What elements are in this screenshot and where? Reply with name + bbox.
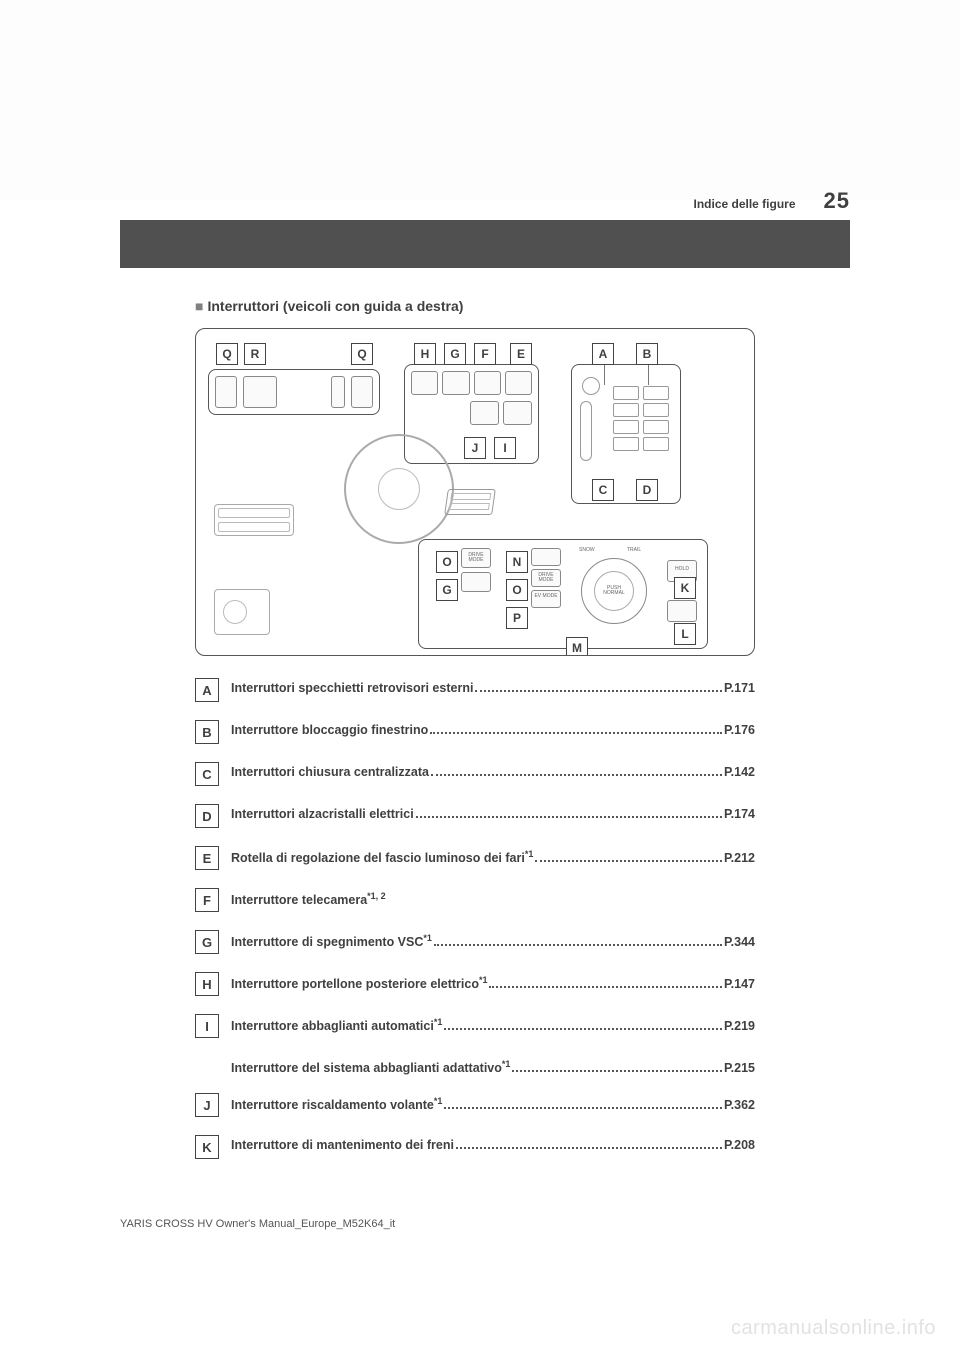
legend-letter: K [195, 1135, 219, 1159]
legend-letter: I [195, 1014, 219, 1038]
legend-page: P.219 [724, 1019, 755, 1033]
legend-line: Interruttore portellone posteriore elett… [231, 972, 755, 991]
legend-letter: H [195, 972, 219, 996]
legend-page: P.208 [724, 1138, 755, 1152]
switches-diagram: DRIVE MODE DRIVE MODE EV MODE PUSH NORMA… [195, 328, 755, 656]
diagram-label-M: M [566, 637, 588, 656]
legend-label: Interruttore di spegnimento VSC*1 [231, 933, 432, 949]
legend-label: Interruttore abbaglianti automatici*1 [231, 1017, 442, 1033]
diagram-label-I: I [494, 437, 516, 459]
legend-letter: B [195, 720, 219, 744]
diagram-label-N: N [506, 551, 528, 573]
legend-letter: A [195, 678, 219, 702]
page-number: 25 [824, 188, 850, 214]
legend-row: K Interruttore di mantenimento dei freni P… [195, 1135, 755, 1159]
diagram-label-K: K [674, 577, 696, 599]
legend-label: Interruttore bloccaggio finestrino [231, 723, 428, 737]
watermark: carmanualsonline.info [731, 1317, 936, 1340]
diagram-label-Q: Q [351, 343, 373, 365]
header-region: Indice delle figure 25 [0, 0, 960, 200]
legend-letter: E [195, 846, 219, 870]
legend-row: E Rotella di regolazione del fascio lumin… [195, 846, 755, 870]
section-title: Interruttori (veicoli con guida a destra… [195, 298, 755, 314]
legend-page: P.147 [724, 977, 755, 991]
legend-label: Interruttori alzacristalli elettrici [231, 807, 414, 821]
legend-letter: J [195, 1093, 219, 1117]
legend-letter: D [195, 804, 219, 828]
legend-page: P.176 [724, 723, 755, 737]
diagram-label-D: D [636, 479, 658, 501]
diagram-label-H: H [414, 343, 436, 365]
diagram-label-G: G [444, 343, 466, 365]
legend-row: A Interruttori specchietti retrovisori es… [195, 678, 755, 702]
legend-label: Interruttore di mantenimento dei freni [231, 1138, 454, 1152]
legend-label: Rotella di regolazione del fascio lumino… [231, 849, 533, 865]
diagram-label-R: R [244, 343, 266, 365]
legend-row: D Interruttori alzacristalli elettrici P.1… [195, 804, 755, 828]
legend-row: H Interruttore portellone posteriore elet… [195, 972, 755, 996]
legend-page: P.142 [724, 765, 755, 779]
legend-line: Interruttori alzacristalli elettrici P.17… [231, 804, 755, 821]
legend-letter: C [195, 762, 219, 786]
legend-row: B Interruttore bloccaggio finestrino P.176 [195, 720, 755, 744]
legend-letter: G [195, 930, 219, 954]
legend-line: Interruttore di spegnimento VSC*1 P.344 [231, 930, 755, 949]
lower-console [214, 589, 270, 635]
legend-row: C Interruttori chiusura centralizzata P.14… [195, 762, 755, 786]
legend-line: Rotella di regolazione del fascio lumino… [231, 846, 755, 865]
legend-label: Interruttore riscaldamento volante*1 [231, 1096, 442, 1112]
dashboard-sketch [204, 424, 464, 559]
legend-page: P.362 [724, 1098, 755, 1112]
legend-line: Interruttore bloccaggio finestrino P.176 [231, 720, 755, 737]
legend-row: J Interruttore riscaldamento volante*1 P.3… [195, 1093, 755, 1117]
diagram-label-E: E [510, 343, 532, 365]
page-content: Interruttori (veicoli con guida a destra… [195, 298, 755, 1177]
header-dark-bar [120, 220, 850, 268]
legend-line: Interruttore di mantenimento dei freni P.… [231, 1135, 755, 1152]
header-section-title: Indice delle figure [693, 197, 795, 211]
legend-page: P.212 [724, 851, 755, 865]
legend-line: Interruttore del sistema abbaglianti ada… [231, 1056, 755, 1075]
legend-label: Interruttori chiusura centralizzata [231, 765, 429, 779]
legend-row: F Interruttore telecamera*1, 2 [195, 888, 755, 912]
diagram-label-C: C [592, 479, 614, 501]
legend-label: Interruttore del sistema abbaglianti ada… [231, 1059, 510, 1075]
diagram-label-F: F [474, 343, 496, 365]
legend-line: Interruttore telecamera*1, 2 [231, 888, 755, 907]
legend-row: I Interruttore abbaglianti automatici*1 P.… [195, 1014, 755, 1038]
legend-label: Interruttore telecamera*1, 2 [231, 891, 386, 907]
panel-door [571, 364, 681, 504]
legend-line: Interruttore riscaldamento volante*1 P.36… [231, 1093, 755, 1112]
diagram-label-O: O [436, 551, 458, 573]
legend-page: P.174 [724, 807, 755, 821]
diagram-label-P: P [506, 607, 528, 629]
legend-label: Interruttore portellone posteriore elett… [231, 975, 487, 991]
legend-page: P.215 [724, 1061, 755, 1075]
diagram-label-L: L [674, 623, 696, 645]
legend-line: Interruttore abbaglianti automatici*1 P.2… [231, 1014, 755, 1033]
legend-line: Interruttori specchietti retrovisori est… [231, 678, 755, 695]
panel-left-top [208, 369, 380, 415]
diagram-label-A: A [592, 343, 614, 365]
legend-row: Interruttore del sistema abbaglianti ada… [195, 1056, 755, 1075]
legend-line: Interruttori chiusura centralizzata P.142 [231, 762, 755, 779]
legend-label: Interruttori specchietti retrovisori est… [231, 681, 473, 695]
diagram-label-O: O [506, 579, 528, 601]
diagram-label-Q: Q [216, 343, 238, 365]
diagram-label-B: B [636, 343, 658, 365]
legend-list: A Interruttori specchietti retrovisori es… [195, 678, 755, 1159]
legend-page: P.344 [724, 935, 755, 949]
diagram-label-J: J [464, 437, 486, 459]
legend-row: G Interruttore di spegnimento VSC*1 P.344 [195, 930, 755, 954]
diagram-label-G: G [436, 579, 458, 601]
legend-letter: F [195, 888, 219, 912]
legend-page: P.171 [724, 681, 755, 695]
small-panel [444, 489, 496, 515]
footer-text: YARIS CROSS HV Owner's Manual_Europe_M52… [120, 1218, 395, 1230]
